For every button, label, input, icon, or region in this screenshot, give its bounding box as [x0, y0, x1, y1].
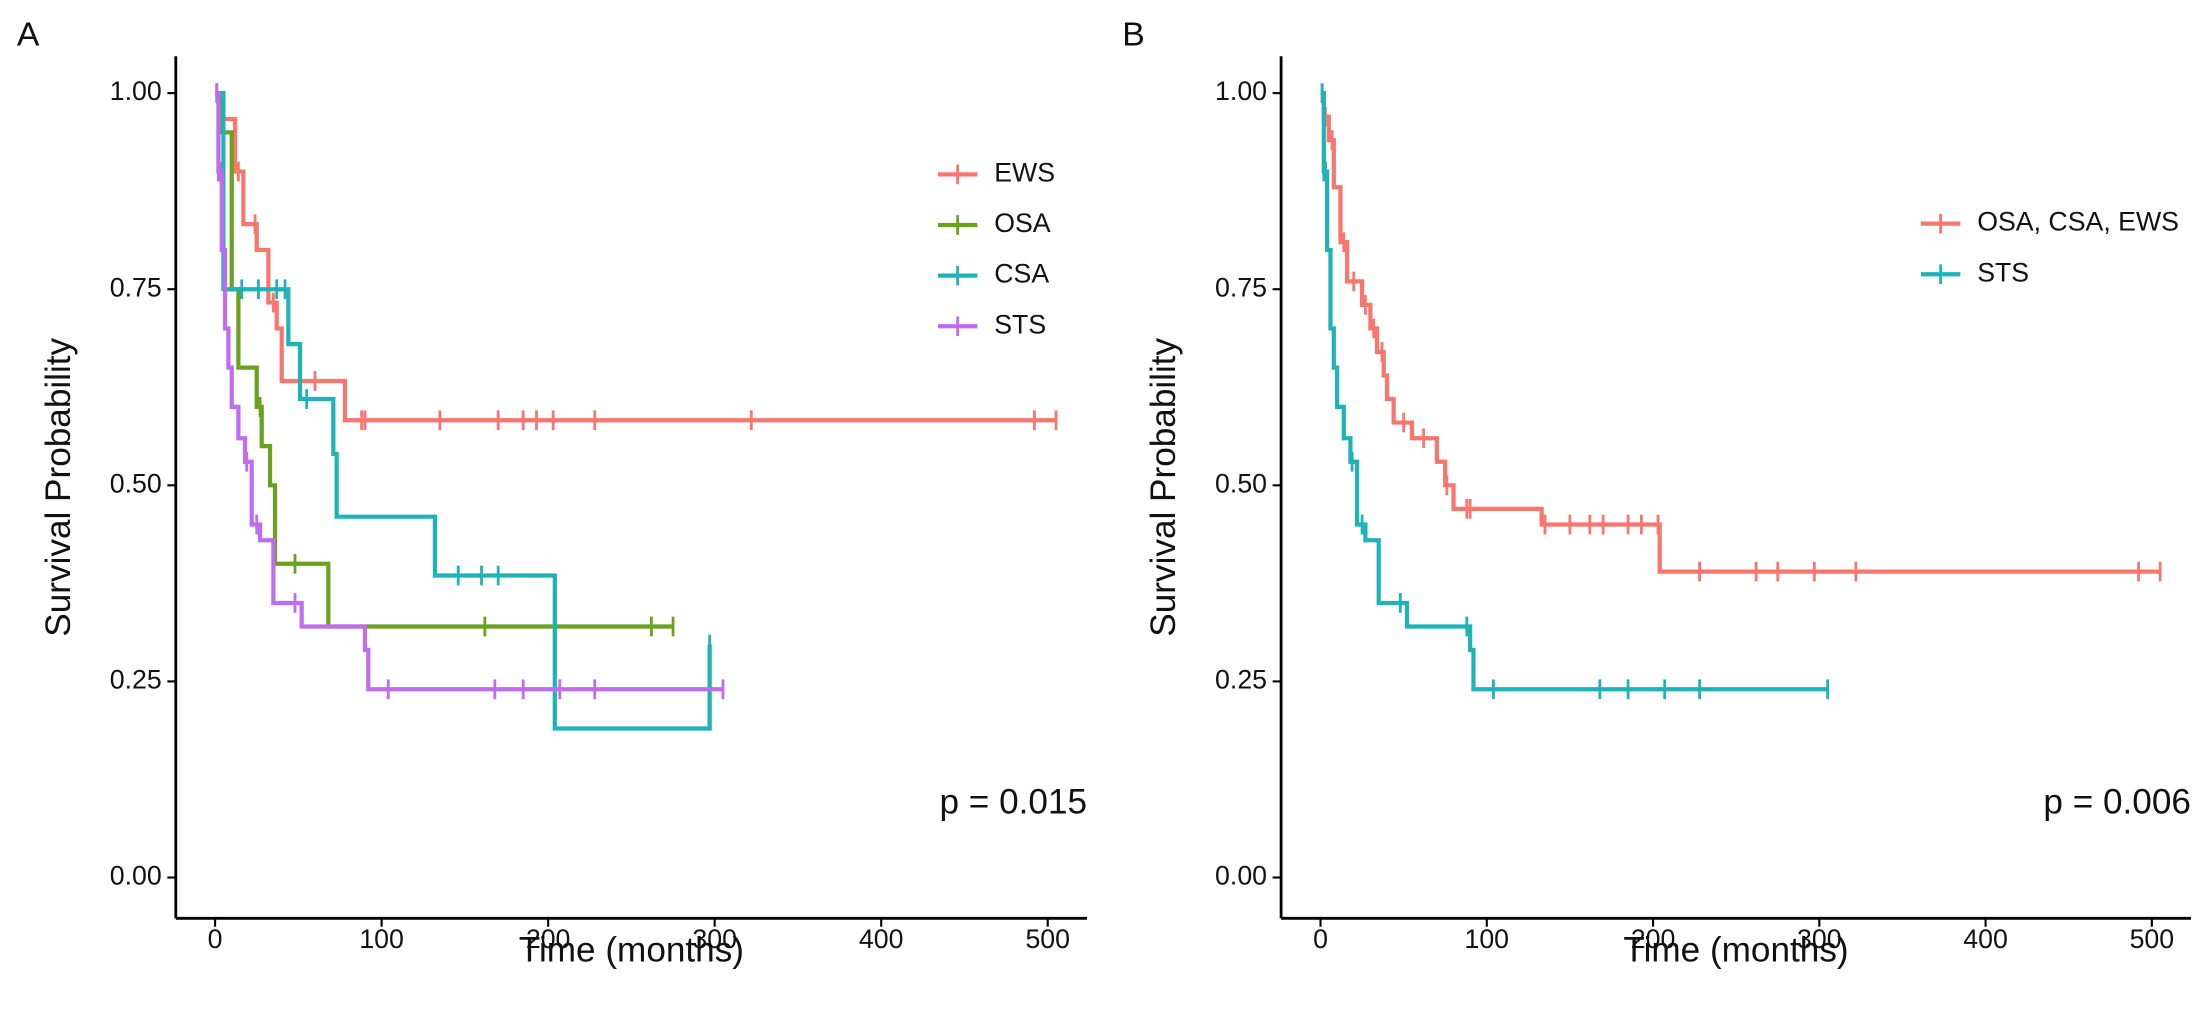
x-tick-label: 100	[1464, 924, 1509, 954]
y-tick-label: 0.25	[110, 664, 162, 694]
p-value: p = 0.006	[2043, 783, 2191, 822]
y-axis-title: Survival Probability	[39, 337, 78, 636]
legend-label: CSA	[994, 259, 1049, 289]
y-tick-label: 0.00	[1215, 861, 1267, 891]
x-tick-label: 0	[208, 924, 223, 954]
survival-curve	[215, 91, 1057, 423]
x-tick-label: 300	[1797, 924, 1842, 954]
y-tick-label: 0.00	[110, 861, 162, 891]
x-tick-label: 400	[859, 924, 904, 954]
legend-label: EWS	[994, 157, 1055, 187]
y-tick-label: 0.50	[1215, 468, 1267, 498]
x-tick-label: 300	[692, 924, 737, 954]
x-tick-label: 500	[1025, 924, 1070, 954]
x-tick-label: 500	[2130, 924, 2175, 954]
y-tick-label: 0.25	[1215, 664, 1267, 694]
survival-curve	[215, 91, 712, 731]
y-tick-label: 0.75	[1215, 272, 1267, 302]
y-tick-label: 1.00	[1215, 76, 1267, 106]
y-axis-title: Survival Probability	[1144, 337, 1183, 636]
x-axis-title: Time (months)	[519, 930, 744, 969]
x-tick-label: 200	[526, 924, 571, 954]
x-tick-label: 400	[1963, 924, 2008, 954]
x-tick-label: 100	[359, 924, 404, 954]
x-tick-label: 200	[1631, 924, 1676, 954]
panel-label: A	[17, 16, 40, 54]
x-tick-label: 0	[1313, 924, 1328, 954]
legend-label: OSA, CSA, EWS	[1977, 207, 2179, 237]
y-tick-label: 1.00	[110, 76, 162, 106]
legend-label: OSA	[994, 208, 1051, 238]
panel-label: B	[1122, 16, 1145, 54]
p-value: p = 0.015	[940, 783, 1088, 822]
legend-label: STS	[1977, 257, 2029, 287]
y-tick-label: 0.50	[110, 468, 162, 498]
x-axis-title: Time (months)	[1623, 930, 1848, 969]
survival-curve	[1320, 91, 1828, 692]
survival-curve	[1320, 91, 2161, 574]
survival-curve	[215, 91, 723, 692]
legend-label: STS	[994, 309, 1046, 339]
y-tick-label: 0.75	[110, 272, 162, 302]
